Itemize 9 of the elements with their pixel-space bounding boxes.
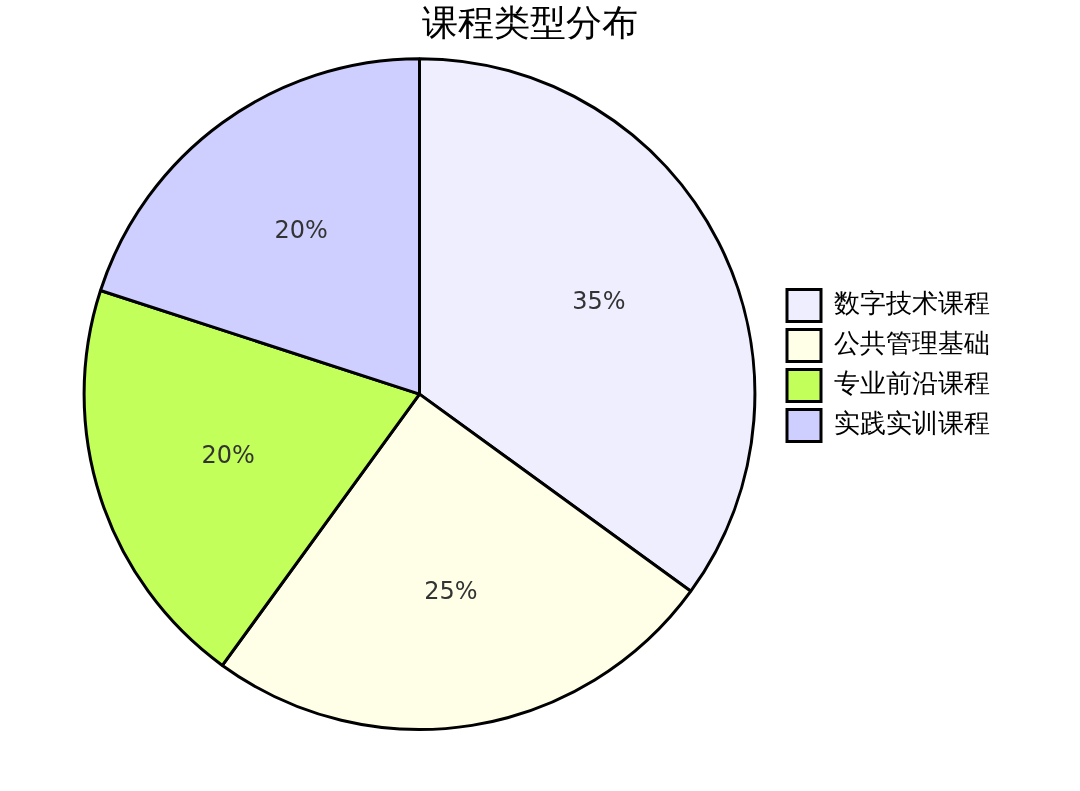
legend-label: 专业前沿课程 [834, 368, 990, 399]
data-label: 20% [274, 215, 328, 244]
data-label: 20% [201, 440, 255, 469]
chart-title: 课程类型分布 [422, 1, 638, 43]
data-label: 25% [424, 577, 478, 606]
legend-label: 数字技术课程 [834, 288, 990, 319]
data-label: 35% [572, 286, 626, 315]
legend-label: 公共管理基础 [834, 328, 990, 359]
legend-label: 实践实训课程 [834, 408, 990, 439]
